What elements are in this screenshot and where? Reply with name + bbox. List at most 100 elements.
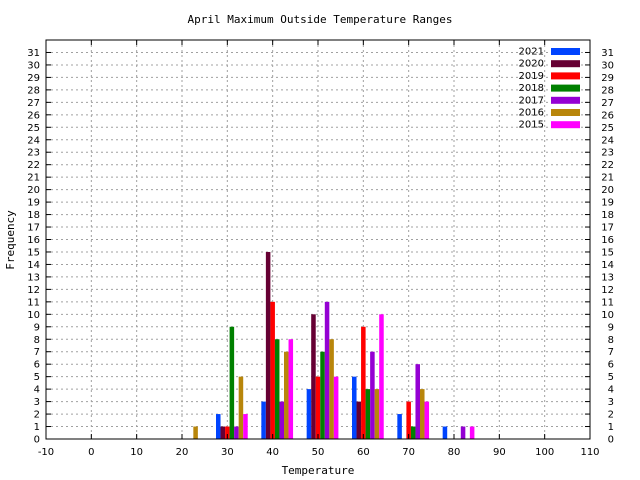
y2-tick-label: 17	[601, 223, 614, 234]
legend-label-2019: 2019	[519, 71, 544, 82]
y2-tick-label: 1	[608, 422, 614, 433]
bar-2016	[374, 389, 380, 440]
y-tick-label: 29	[27, 73, 40, 84]
y2-tick-label: 18	[601, 210, 614, 221]
x-tick-label: 60	[357, 447, 370, 458]
y2-axis-ticks: 0123456789101112131415161718192021222324…	[585, 48, 614, 446]
bar-2015	[379, 314, 384, 439]
y-tick-label: 16	[27, 235, 40, 246]
x-tick-label: 80	[448, 447, 461, 458]
bar-2017	[370, 351, 375, 439]
y-tick-label: 0	[34, 435, 40, 446]
bar-2021	[306, 389, 312, 440]
x-tick-label: 50	[312, 447, 325, 458]
legend-swatch-2018	[551, 84, 580, 92]
y-tick-label: 22	[27, 160, 40, 171]
y2-tick-label: 24	[601, 135, 614, 146]
y-tick-label: 25	[27, 123, 40, 134]
x-tick-label: 0	[88, 447, 94, 458]
y-tick-label: 2	[34, 410, 40, 421]
y-tick-label: 5	[34, 372, 40, 383]
legend-label-2018: 2018	[519, 83, 544, 94]
legend-swatch-2015	[551, 121, 580, 129]
x-tick-label: 10	[130, 447, 143, 458]
y2-tick-label: 30	[601, 60, 614, 71]
bar-2017	[324, 301, 330, 439]
y-tick-label: 17	[27, 223, 40, 234]
bar-2019	[225, 426, 230, 439]
y2-tick-label: 0	[608, 435, 614, 446]
legend-swatch-2019	[551, 72, 580, 80]
y2-tick-label: 10	[601, 310, 614, 321]
y-tick-label: 21	[27, 173, 40, 184]
bar-2019	[270, 301, 275, 439]
y-tick-label: 13	[27, 272, 40, 283]
y-tick-label: 6	[34, 360, 40, 371]
bar-2016	[238, 376, 244, 439]
y2-tick-label: 13	[601, 272, 614, 283]
y-tick-label: 12	[27, 285, 40, 296]
grid	[46, 40, 590, 439]
bar-2019	[315, 376, 321, 439]
legend-label-2015: 2015	[519, 120, 544, 131]
x-tick-label: 90	[493, 447, 506, 458]
bar-2016	[284, 351, 289, 439]
y-tick-label: 23	[27, 148, 40, 159]
y2-tick-label: 27	[601, 98, 614, 109]
bar-2018	[365, 389, 371, 440]
y2-tick-label: 26	[601, 110, 614, 121]
y-tick-label: 10	[27, 310, 40, 321]
x-tick-label: 70	[402, 447, 415, 458]
bar-2015	[333, 376, 339, 439]
legend-label-2017: 2017	[519, 95, 544, 106]
y-tick-label: 27	[27, 98, 40, 109]
legend-label-2016: 2016	[519, 108, 544, 119]
bars	[193, 251, 475, 440]
y-tick-label: 15	[27, 247, 40, 258]
y-tick-label: 26	[27, 110, 40, 121]
bar-2018	[274, 339, 280, 439]
bar-2020	[220, 426, 226, 439]
y2-tick-label: 12	[601, 285, 614, 296]
y2-tick-label: 4	[608, 385, 614, 396]
y-tick-label: 3	[34, 397, 40, 408]
y-tick-label: 31	[27, 48, 40, 59]
y-tick-label: 4	[34, 385, 40, 396]
bar-2016	[329, 339, 334, 439]
y-tick-label: 28	[27, 85, 40, 96]
x-tick-label: 30	[221, 447, 234, 458]
y2-tick-label: 16	[601, 235, 614, 246]
bar-2018	[229, 326, 235, 439]
x-tick-label: 110	[580, 447, 599, 458]
y-tick-label: 1	[34, 422, 40, 433]
x-axis-ticks: -10 0 10 20 30 40 50 60 70 80 90 100 110	[38, 40, 600, 458]
bar-2016	[193, 426, 198, 439]
bar-2015	[424, 401, 430, 439]
y2-tick-label: 11	[601, 297, 614, 308]
legend-swatch-2016	[551, 109, 580, 116]
bar-2019	[361, 326, 366, 439]
x-tick-label: 100	[535, 447, 554, 458]
y2-tick-label: 21	[601, 173, 614, 184]
y-tick-label: 19	[27, 198, 40, 209]
y-tick-label: 14	[27, 260, 40, 271]
bar-2017	[279, 401, 284, 439]
y2-tick-label: 28	[601, 85, 614, 96]
y2-tick-label: 29	[601, 73, 614, 84]
bar-2017	[234, 426, 239, 439]
bar-2017	[415, 364, 420, 439]
y2-tick-label: 8	[608, 335, 614, 346]
bar-2015	[243, 414, 248, 439]
x-tick-label: 40	[266, 447, 279, 458]
bar-2021	[261, 401, 266, 439]
bar-2021	[216, 414, 221, 439]
chart-title: April Maximum Outside Temperature Ranges	[188, 13, 453, 26]
bar-2018	[410, 426, 416, 439]
y2-tick-label: 9	[608, 322, 614, 333]
bar-2021	[442, 426, 448, 439]
bar-2018	[320, 351, 325, 439]
y-axis-label: Frequency	[4, 210, 17, 270]
y2-tick-label: 15	[601, 247, 614, 258]
bar-2017	[460, 426, 466, 439]
